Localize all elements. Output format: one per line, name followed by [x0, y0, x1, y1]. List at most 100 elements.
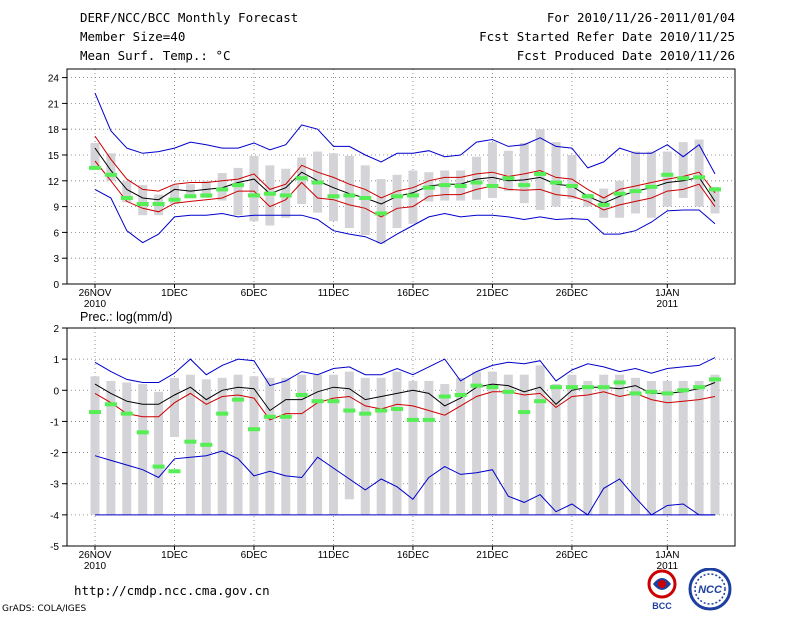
- temp-obs-mark: [693, 175, 706, 180]
- grads-credit: GrADS: COLA/IGES: [2, 604, 87, 614]
- temp-min-line: [94, 188, 716, 245]
- temp-x-tick-year: 2011: [657, 299, 679, 310]
- temp-obs-mark: [470, 180, 483, 185]
- temp-obs-mark: [232, 183, 245, 188]
- temp-range-box: [567, 155, 577, 199]
- prec-obs-mark: [359, 411, 372, 416]
- prec-obs-mark: [120, 411, 133, 416]
- prec-obs-mark: [375, 408, 388, 413]
- temp-obs-mark: [709, 187, 721, 192]
- temp-range-box: [344, 155, 354, 229]
- bcc-logo: BCC: [647, 569, 677, 611]
- temp-obs-mark: [136, 202, 149, 207]
- temp-obs-mark: [677, 176, 690, 181]
- prec-range-box: [90, 376, 100, 515]
- prec-range-box: [646, 380, 656, 515]
- prec-y-tick-label: 2: [53, 324, 59, 335]
- temp-x-tick-label: 1DEC: [161, 288, 188, 299]
- temp-range-box: [392, 174, 402, 229]
- member-size: Member Size=40: [80, 29, 186, 44]
- prec-range-box: [583, 380, 593, 515]
- prec-y-tick-label: -2: [50, 449, 59, 460]
- temp-obs-mark: [502, 176, 515, 181]
- prec-range-box: [710, 374, 720, 515]
- temp-obs-mark: [279, 193, 292, 198]
- prec-range-box: [535, 365, 545, 515]
- prec-obs-mark: [550, 385, 563, 390]
- temp-range-box: [535, 129, 545, 211]
- source-url[interactable]: http://cmdp.ncc.cma.gov.cn: [74, 583, 270, 598]
- prec-range-box: [138, 384, 148, 515]
- temp-obs-mark: [518, 183, 531, 188]
- prec-range-box: [615, 374, 625, 515]
- prec-range-box: [456, 377, 466, 515]
- prec-y-tick-label: 0: [53, 386, 59, 397]
- prec-obs-mark: [168, 469, 181, 474]
- chart-title: DERF/NCC/BCC Monthly Forecast: [80, 10, 299, 25]
- temp-obs-mark: [565, 183, 578, 188]
- temp-y-tick-label: 18: [48, 125, 60, 136]
- temp-obs-mark: [645, 184, 658, 189]
- temp-obs-mark: [454, 183, 467, 188]
- prec-range-box: [662, 380, 672, 515]
- prec-obs-mark: [502, 389, 515, 394]
- prec-obs-mark: [295, 392, 308, 397]
- temp-range-box: [503, 150, 513, 192]
- prec-obs-mark: [200, 442, 213, 447]
- prec-obs-mark: [677, 388, 690, 393]
- prec-obs-mark: [216, 411, 229, 416]
- temp-obs-mark: [152, 202, 165, 207]
- prec-x-tick-label: 21DEC: [476, 550, 508, 561]
- prec-x-tick-label: 1DEC: [161, 550, 188, 561]
- prec-obs-mark: [391, 406, 404, 411]
- prec-obs-mark: [232, 397, 245, 402]
- prec-range-box: [201, 379, 211, 515]
- prec-y-tick-label: -3: [50, 480, 59, 491]
- temp-range-box: [169, 185, 179, 205]
- prec-range-box: [567, 374, 577, 515]
- prec-x-tick-label: 1JAN: [655, 550, 679, 561]
- temp-obs-mark: [550, 180, 563, 185]
- prec-obs-mark: [470, 383, 483, 388]
- temp-range-box: [297, 157, 307, 205]
- temp-x-tick-label: 26NOV: [79, 288, 112, 299]
- prec-range-box: [694, 380, 704, 515]
- temp-frame: [66, 68, 736, 285]
- prec-range-box: [487, 371, 497, 515]
- prec-mean-line: [94, 382, 716, 412]
- temp-obs-mark: [581, 194, 594, 199]
- temp-x-tick-label: 26DEC: [556, 288, 588, 299]
- temp-range-box: [694, 139, 704, 207]
- prec-obs-mark: [343, 408, 356, 413]
- prec-range-box: [122, 382, 132, 515]
- bcc-logo-text: BCC: [652, 601, 672, 611]
- temp-x-tick-label: 11DEC: [318, 288, 350, 299]
- temp-obs-mark: [184, 194, 197, 199]
- temp-obs-mark: [359, 196, 372, 200]
- prec-range-box: [599, 374, 609, 515]
- prec-range-box: [631, 377, 641, 515]
- prec-obs-mark: [438, 394, 451, 399]
- temp-obs-mark: [168, 197, 181, 202]
- temp-obs-mark: [597, 202, 610, 207]
- prec-range-box: [360, 377, 370, 515]
- temp-range-box: [360, 165, 370, 235]
- temp-x-tick-label: 16DEC: [397, 288, 429, 299]
- temp-range-box: [646, 151, 656, 218]
- temp-y-tick-label: 15: [48, 151, 60, 162]
- temp-x-tick-label: 1JAN: [655, 288, 679, 299]
- temp-y-tick-label: 21: [48, 99, 60, 110]
- temp-y-tick-label: 24: [48, 74, 60, 85]
- prec-obs-mark: [327, 399, 340, 404]
- prec-range-box: [169, 377, 179, 437]
- prec-obs-mark: [661, 391, 674, 396]
- prec-y-tick-label: -5: [50, 542, 59, 553]
- prec-range-box: [424, 380, 434, 515]
- prec-obs-mark: [184, 439, 197, 444]
- temp-range-box: [122, 180, 132, 203]
- prec-obs-mark: [693, 385, 706, 390]
- temp-var-label: Mean Surf. Temp.: °C: [80, 48, 231, 63]
- prec-frame: [66, 327, 736, 547]
- prec-obs-mark: [263, 414, 276, 419]
- prec-obs-mark: [152, 464, 165, 469]
